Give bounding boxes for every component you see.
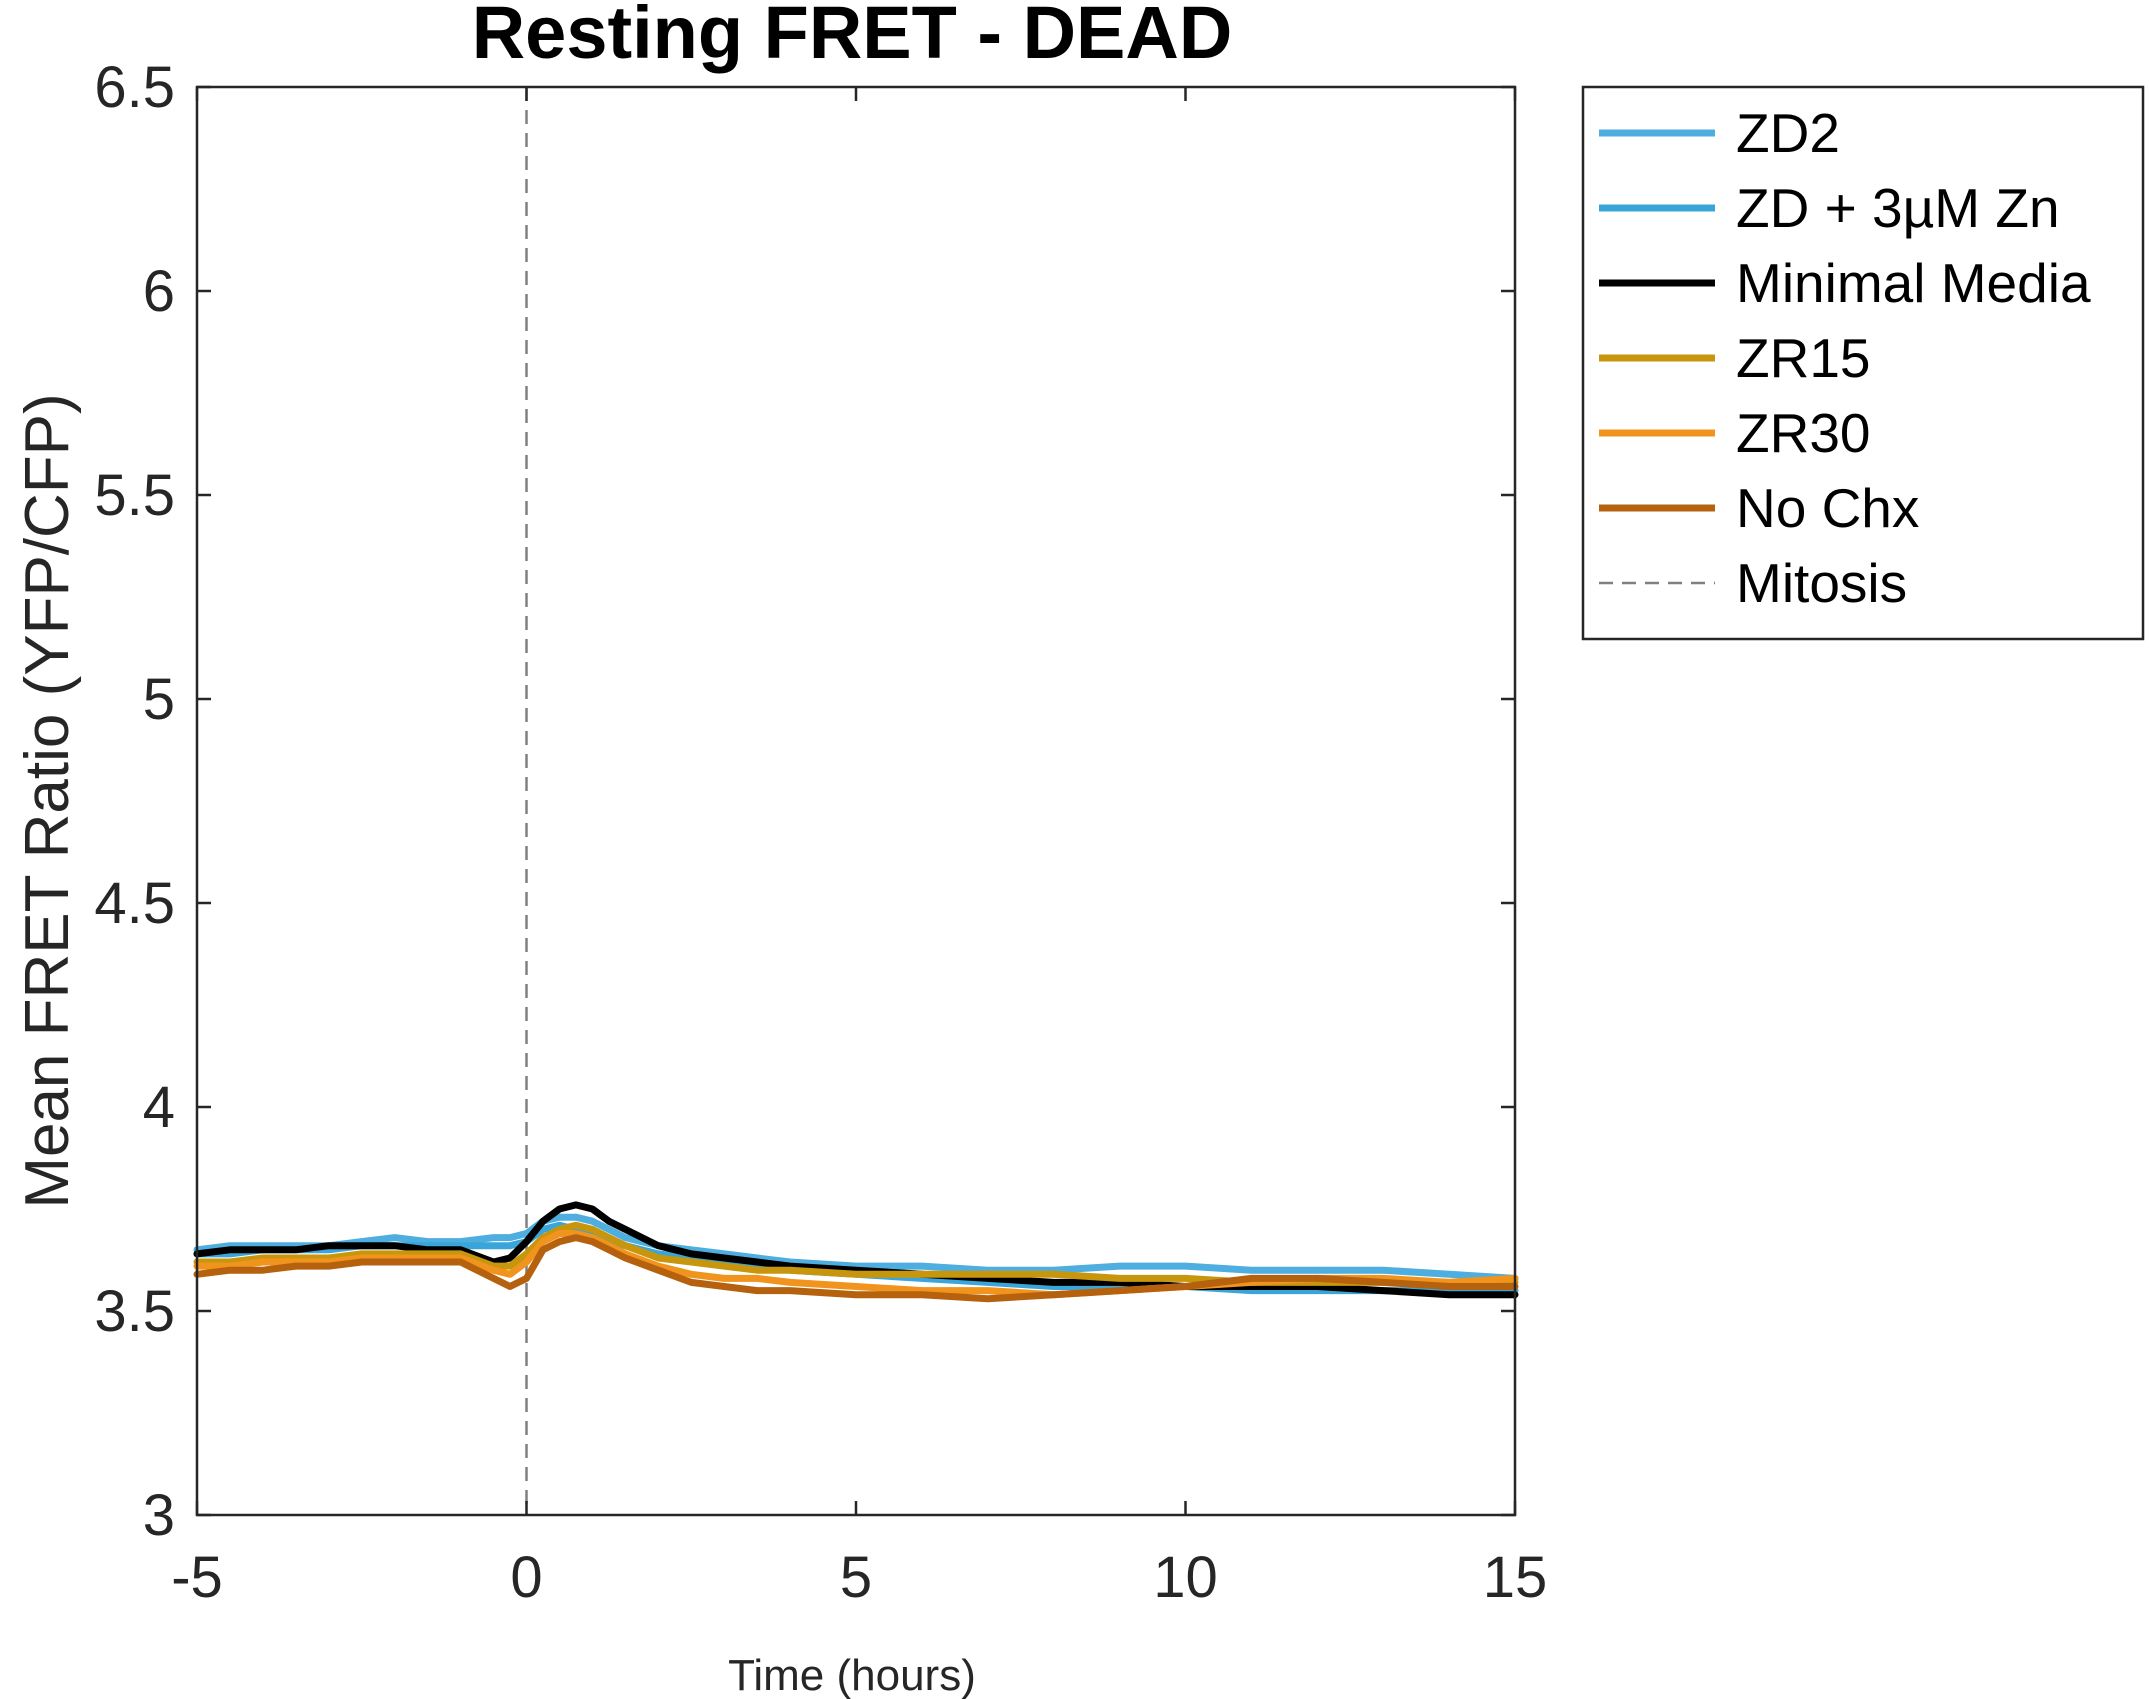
legend-label: ZD2 bbox=[1736, 102, 1840, 164]
x-tick-label: 15 bbox=[1483, 1545, 1548, 1610]
legend-item: ZR30 bbox=[1599, 402, 1871, 464]
series-line-5 bbox=[193, 1234, 1519, 1303]
legend: ZD2 ZD + 3µM Zn Minimal Media ZR15 ZR30 No Ch… bbox=[1581, 85, 2145, 641]
x-axis-label: Time (hours) bbox=[728, 1651, 976, 1699]
chart-title: Resting FRET - DEAD bbox=[472, 0, 1233, 74]
y-tick-label: 4.5 bbox=[94, 871, 175, 936]
x-tick-label: -5 bbox=[171, 1545, 223, 1610]
legend-box bbox=[1581, 85, 2145, 641]
y-tick-label: 3.5 bbox=[94, 1279, 175, 1344]
plot-frame bbox=[195, 85, 1517, 1517]
y-tick-label: 4 bbox=[143, 1075, 175, 1140]
x-axis: -5 0 5 10 15 bbox=[171, 87, 1547, 1610]
legend-label: Mitosis bbox=[1736, 552, 1907, 614]
series-line-0 bbox=[193, 1213, 1519, 1282]
y-tick-label: 5 bbox=[143, 667, 175, 732]
legend-item: Mitosis bbox=[1599, 552, 1907, 614]
series-line-3 bbox=[193, 1221, 1519, 1286]
y-tick-label: 6.5 bbox=[94, 55, 175, 120]
y-tick-label: 6 bbox=[143, 259, 175, 324]
legend-label: Minimal Media bbox=[1736, 252, 2091, 314]
legend-label: ZR15 bbox=[1736, 327, 1871, 389]
series-line-2 bbox=[193, 1201, 1519, 1299]
legend-label: ZD + 3µM Zn bbox=[1736, 177, 2060, 239]
y-tick-label: 5.5 bbox=[94, 463, 175, 528]
y-tick-label: 3 bbox=[143, 1483, 175, 1548]
x-tick-label: 5 bbox=[840, 1545, 872, 1610]
x-tick-label: 10 bbox=[1153, 1545, 1218, 1610]
legend-item: ZD + 3µM Zn bbox=[1599, 177, 2060, 239]
legend-label: No Chx bbox=[1736, 477, 1919, 539]
y-axis-label: Mean FRET Ratio (YFP/CFP) bbox=[13, 393, 82, 1208]
legend-item: Minimal Media bbox=[1599, 252, 2091, 314]
plot-area bbox=[193, 87, 1519, 1515]
legend-item: ZR15 bbox=[1599, 327, 1871, 389]
legend-label: ZR30 bbox=[1736, 402, 1871, 464]
x-tick-label: 0 bbox=[510, 1545, 542, 1610]
legend-item: ZD2 bbox=[1599, 102, 1840, 164]
y-axis: 3 3.5 4 4.5 5 5.5 6 6.5 bbox=[94, 55, 1515, 1548]
legend-item: No Chx bbox=[1599, 477, 1919, 539]
